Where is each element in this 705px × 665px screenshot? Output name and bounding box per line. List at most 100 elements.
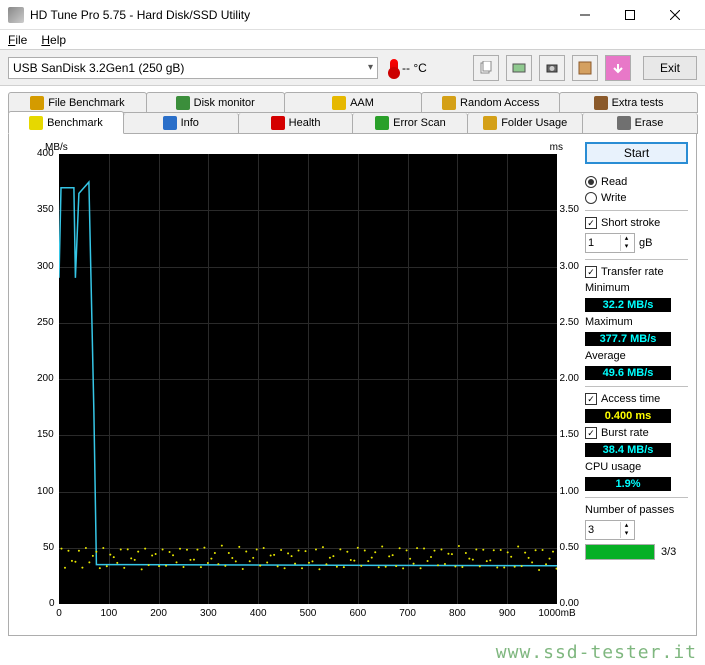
y-right-tick: 2.00 xyxy=(560,373,579,384)
read-radio[interactable]: Read xyxy=(585,176,688,188)
y-right-tick: 1.50 xyxy=(560,429,579,440)
y-right-tick: 1.00 xyxy=(560,486,579,497)
tab-info[interactable]: Info xyxy=(123,113,239,134)
x-tick: 800 xyxy=(449,608,466,619)
tab-icon xyxy=(442,96,456,110)
x-tick: 100 xyxy=(100,608,117,619)
toolbar: USB SanDisk 3.2Gen1 (250 gB) ▾ -- °C Exi… xyxy=(0,50,705,86)
x-tick: 300 xyxy=(200,608,217,619)
temperature: -- °C xyxy=(390,59,427,77)
copy-info-button[interactable] xyxy=(473,55,499,81)
x-tick: 900 xyxy=(499,608,516,619)
drive-select[interactable]: USB SanDisk 3.2Gen1 (250 gB) ▾ xyxy=(8,57,378,79)
y-left-tick: 250 xyxy=(37,317,54,328)
burst-value: 38.4 MB/s xyxy=(585,443,671,457)
min-label: Minimum xyxy=(585,282,688,294)
access-time-check[interactable]: Access time xyxy=(585,393,688,405)
y-left-tick: 200 xyxy=(37,373,54,384)
menu-help[interactable]: Help xyxy=(41,33,66,47)
passes-input[interactable]: 3▴▾ xyxy=(585,520,635,540)
tab-row-top: File BenchmarkDisk monitorAAMRandom Acce… xyxy=(8,92,697,113)
y-left-tick: 350 xyxy=(37,204,54,215)
cpu-label: CPU usage xyxy=(585,461,688,473)
temp-value: -- °C xyxy=(402,61,427,75)
tab-icon xyxy=(30,96,44,110)
burst-rate-check[interactable]: Burst rate xyxy=(585,427,688,439)
chart-area: MB/s ms 0501001502002503003504000.000.50… xyxy=(17,142,577,627)
side-panel: Start Read Write Short stroke 1▴▾ gB Tra… xyxy=(585,142,688,627)
avg-value: 49.6 MB/s xyxy=(585,366,671,380)
max-value: 377.7 MB/s xyxy=(585,332,671,346)
x-tick: 400 xyxy=(250,608,267,619)
tab-icon xyxy=(163,116,177,130)
y-left-tick: 300 xyxy=(37,261,54,272)
plot-canvas xyxy=(59,154,557,604)
y-right-tick: 3.00 xyxy=(560,261,579,272)
options-button[interactable] xyxy=(572,55,598,81)
tab-erase[interactable]: Erase xyxy=(582,113,698,134)
tab-icon xyxy=(594,96,608,110)
window-title: HD Tune Pro 5.75 - Hard Disk/SSD Utility xyxy=(30,8,562,22)
check-on-icon xyxy=(585,217,597,229)
transfer-rate-check[interactable]: Transfer rate xyxy=(585,266,688,278)
x-tick: 600 xyxy=(349,608,366,619)
tab-icon xyxy=(176,96,190,110)
start-button[interactable]: Start xyxy=(585,142,688,164)
tab-file-benchmark[interactable]: File Benchmark xyxy=(8,92,147,113)
min-value: 32.2 MB/s xyxy=(585,298,671,312)
tab-health[interactable]: Health xyxy=(238,113,354,134)
progress-bar xyxy=(585,544,655,560)
x-tick: 0 xyxy=(56,608,62,619)
tab-icon xyxy=(617,116,631,130)
tab-random-access[interactable]: Random Access xyxy=(421,92,560,113)
passes-label: Number of passes xyxy=(585,504,688,516)
close-button[interactable] xyxy=(652,1,697,29)
short-stroke-check[interactable]: Short stroke xyxy=(585,217,688,229)
tab-icon xyxy=(375,116,389,130)
y-left-tick: 50 xyxy=(43,542,54,553)
passes-text: 3/3 xyxy=(661,546,676,558)
stroke-input[interactable]: 1▴▾ xyxy=(585,233,635,253)
y-right-tick: 0.50 xyxy=(560,542,579,553)
minimize-button[interactable] xyxy=(562,1,607,29)
tab-icon xyxy=(332,96,346,110)
x-tick: 700 xyxy=(399,608,416,619)
maximize-button[interactable] xyxy=(607,1,652,29)
thermometer-icon xyxy=(390,59,398,77)
tab-error-scan[interactable]: Error Scan xyxy=(352,113,468,134)
watermark: www.ssd-tester.it xyxy=(496,642,697,663)
tab-disk-monitor[interactable]: Disk monitor xyxy=(146,92,285,113)
menu-bar: File Help xyxy=(0,30,705,50)
y-left-tick: 100 xyxy=(37,486,54,497)
tab-aam[interactable]: AAM xyxy=(284,92,423,113)
radio-off-icon xyxy=(585,192,597,204)
drive-label: USB SanDisk 3.2Gen1 (250 gB) xyxy=(13,61,184,75)
cpu-value: 1.9% xyxy=(585,477,671,491)
app-icon xyxy=(8,7,24,23)
menu-file[interactable]: File xyxy=(8,33,27,47)
avg-label: Average xyxy=(585,350,688,362)
tab-icon xyxy=(271,116,285,130)
y-left-tick: 0 xyxy=(49,598,55,609)
tab-icon xyxy=(29,116,43,130)
exit-button[interactable]: Exit xyxy=(643,56,697,80)
title-bar: HD Tune Pro 5.75 - Hard Disk/SSD Utility xyxy=(0,0,705,30)
max-label: Maximum xyxy=(585,316,688,328)
chevron-down-icon: ▾ xyxy=(368,62,373,73)
y-left-tick: 150 xyxy=(37,429,54,440)
copy-screenshot-button[interactable] xyxy=(506,55,532,81)
tab-folder-usage[interactable]: Folder Usage xyxy=(467,113,583,134)
write-radio[interactable]: Write xyxy=(585,192,688,204)
window-buttons xyxy=(562,1,697,29)
tab-icon xyxy=(483,116,497,130)
tab-extra-tests[interactable]: Extra tests xyxy=(559,92,698,113)
y-right-unit: ms xyxy=(550,142,563,153)
y-right-tick: 2.50 xyxy=(560,317,579,328)
save-button[interactable] xyxy=(605,55,631,81)
stroke-unit: gB xyxy=(639,237,652,249)
tab-benchmark[interactable]: Benchmark xyxy=(8,111,124,134)
radio-on-icon xyxy=(585,176,597,188)
content-area: MB/s ms 0501001502002503003504000.000.50… xyxy=(8,133,697,636)
save-screenshot-button[interactable] xyxy=(539,55,565,81)
y-right-tick: 3.50 xyxy=(560,204,579,215)
